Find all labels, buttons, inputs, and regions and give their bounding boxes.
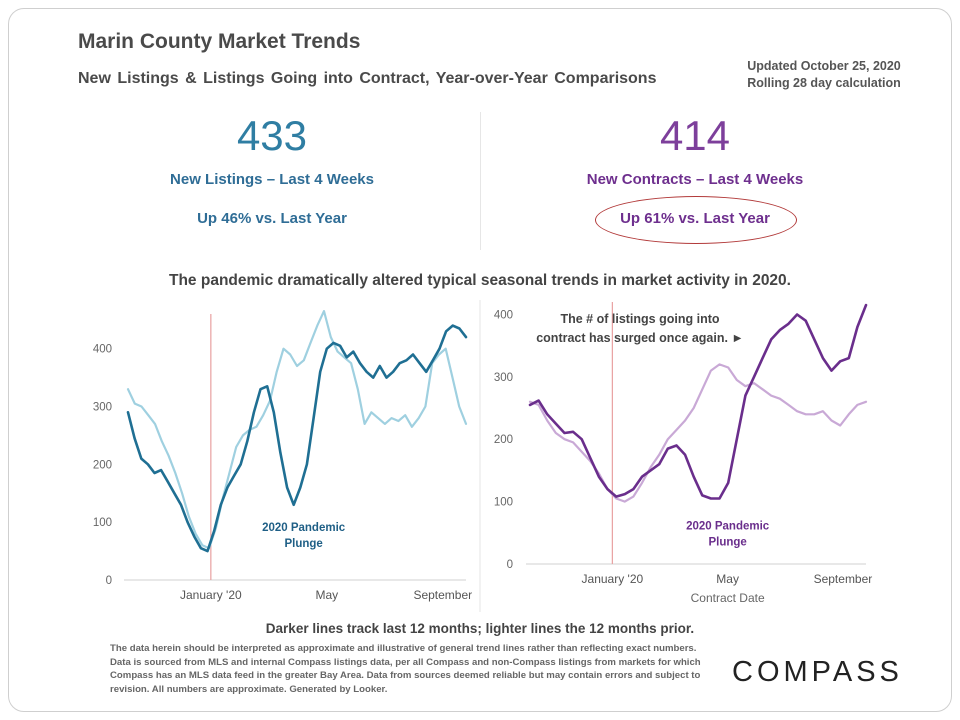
listings-kpi-label: New Listings – Last 4 Weeks	[170, 171, 374, 188]
y-tick-label: 400	[494, 309, 513, 321]
y-tick-label: 100	[494, 497, 513, 509]
listings-kpi-value: 433	[236, 112, 308, 159]
x-tick-label: January '20	[180, 588, 242, 602]
pandemic-annotation-line1: 2020 Pandemic	[262, 522, 346, 534]
contracts-kpi-label: New Contracts – Last 4 Weeks	[586, 171, 804, 188]
x-tick-label: January '20	[582, 572, 644, 586]
y-tick-label: 300	[93, 402, 112, 414]
pandemic-annotation-line2: Plunge	[708, 537, 746, 549]
x-axis-label: Contract Date	[691, 591, 765, 605]
contracts-kpi-value: 414	[659, 112, 731, 159]
surge-callout-line2: contract has surged once again. ►	[536, 331, 744, 345]
listings-kpi-change: Up 46% vs. Last Year	[197, 210, 347, 227]
highlight-ellipse	[595, 196, 797, 244]
y-tick-label: 0	[507, 559, 513, 571]
x-tick-label: September	[814, 572, 873, 586]
report-title: Marin County Market Trends	[78, 30, 361, 53]
pandemic-annotation-line1: 2020 Pandemic	[686, 521, 770, 533]
updated-note: Updated October 25, 2020 Rolling 28 day …	[730, 58, 918, 92]
new-contracts-chart: 0 100 200 300 400 January '20 May September Cont…	[494, 302, 872, 605]
y-tick-label: 100	[93, 517, 112, 529]
contracts-kpi-change: Up 61% vs. Last Year	[620, 210, 770, 227]
series-line-last-12-months	[528, 303, 868, 500]
x-tick-label: May	[315, 588, 338, 602]
updated-date: Updated October 25, 2020	[747, 59, 901, 73]
y-tick-label: 0	[106, 575, 112, 587]
new-listings-chart: 0 100 200 300 400 January '20 May September 2020…	[93, 310, 472, 602]
rolling-calc-note: Rolling 28 day calculation	[747, 76, 901, 90]
x-tick-label: May	[716, 572, 739, 586]
series-line-prior-12-months	[126, 310, 468, 550]
y-tick-label: 200	[494, 434, 513, 446]
y-tick-label: 400	[93, 344, 112, 356]
headline: The pandemic dramatically altered typica…	[169, 272, 791, 289]
x-tick-label: September	[413, 588, 472, 602]
report-subtitle: New Listings & Listings Going into Contr…	[78, 70, 657, 87]
compass-logo: COMPASS	[732, 656, 903, 688]
line-legend-note: Darker lines track last 12 months; light…	[265, 621, 695, 636]
y-tick-label: 200	[93, 459, 112, 471]
y-tick-label: 300	[494, 372, 513, 384]
disclaimer: The data herein should be interpreted as…	[110, 643, 701, 695]
series-line-prior-12-months	[528, 363, 868, 503]
kpi-divider	[480, 112, 481, 250]
surge-callout-line1: The # of listings going into	[560, 312, 719, 326]
series-line-last-12-months	[126, 324, 468, 553]
pandemic-annotation-line2: Plunge	[284, 538, 322, 550]
